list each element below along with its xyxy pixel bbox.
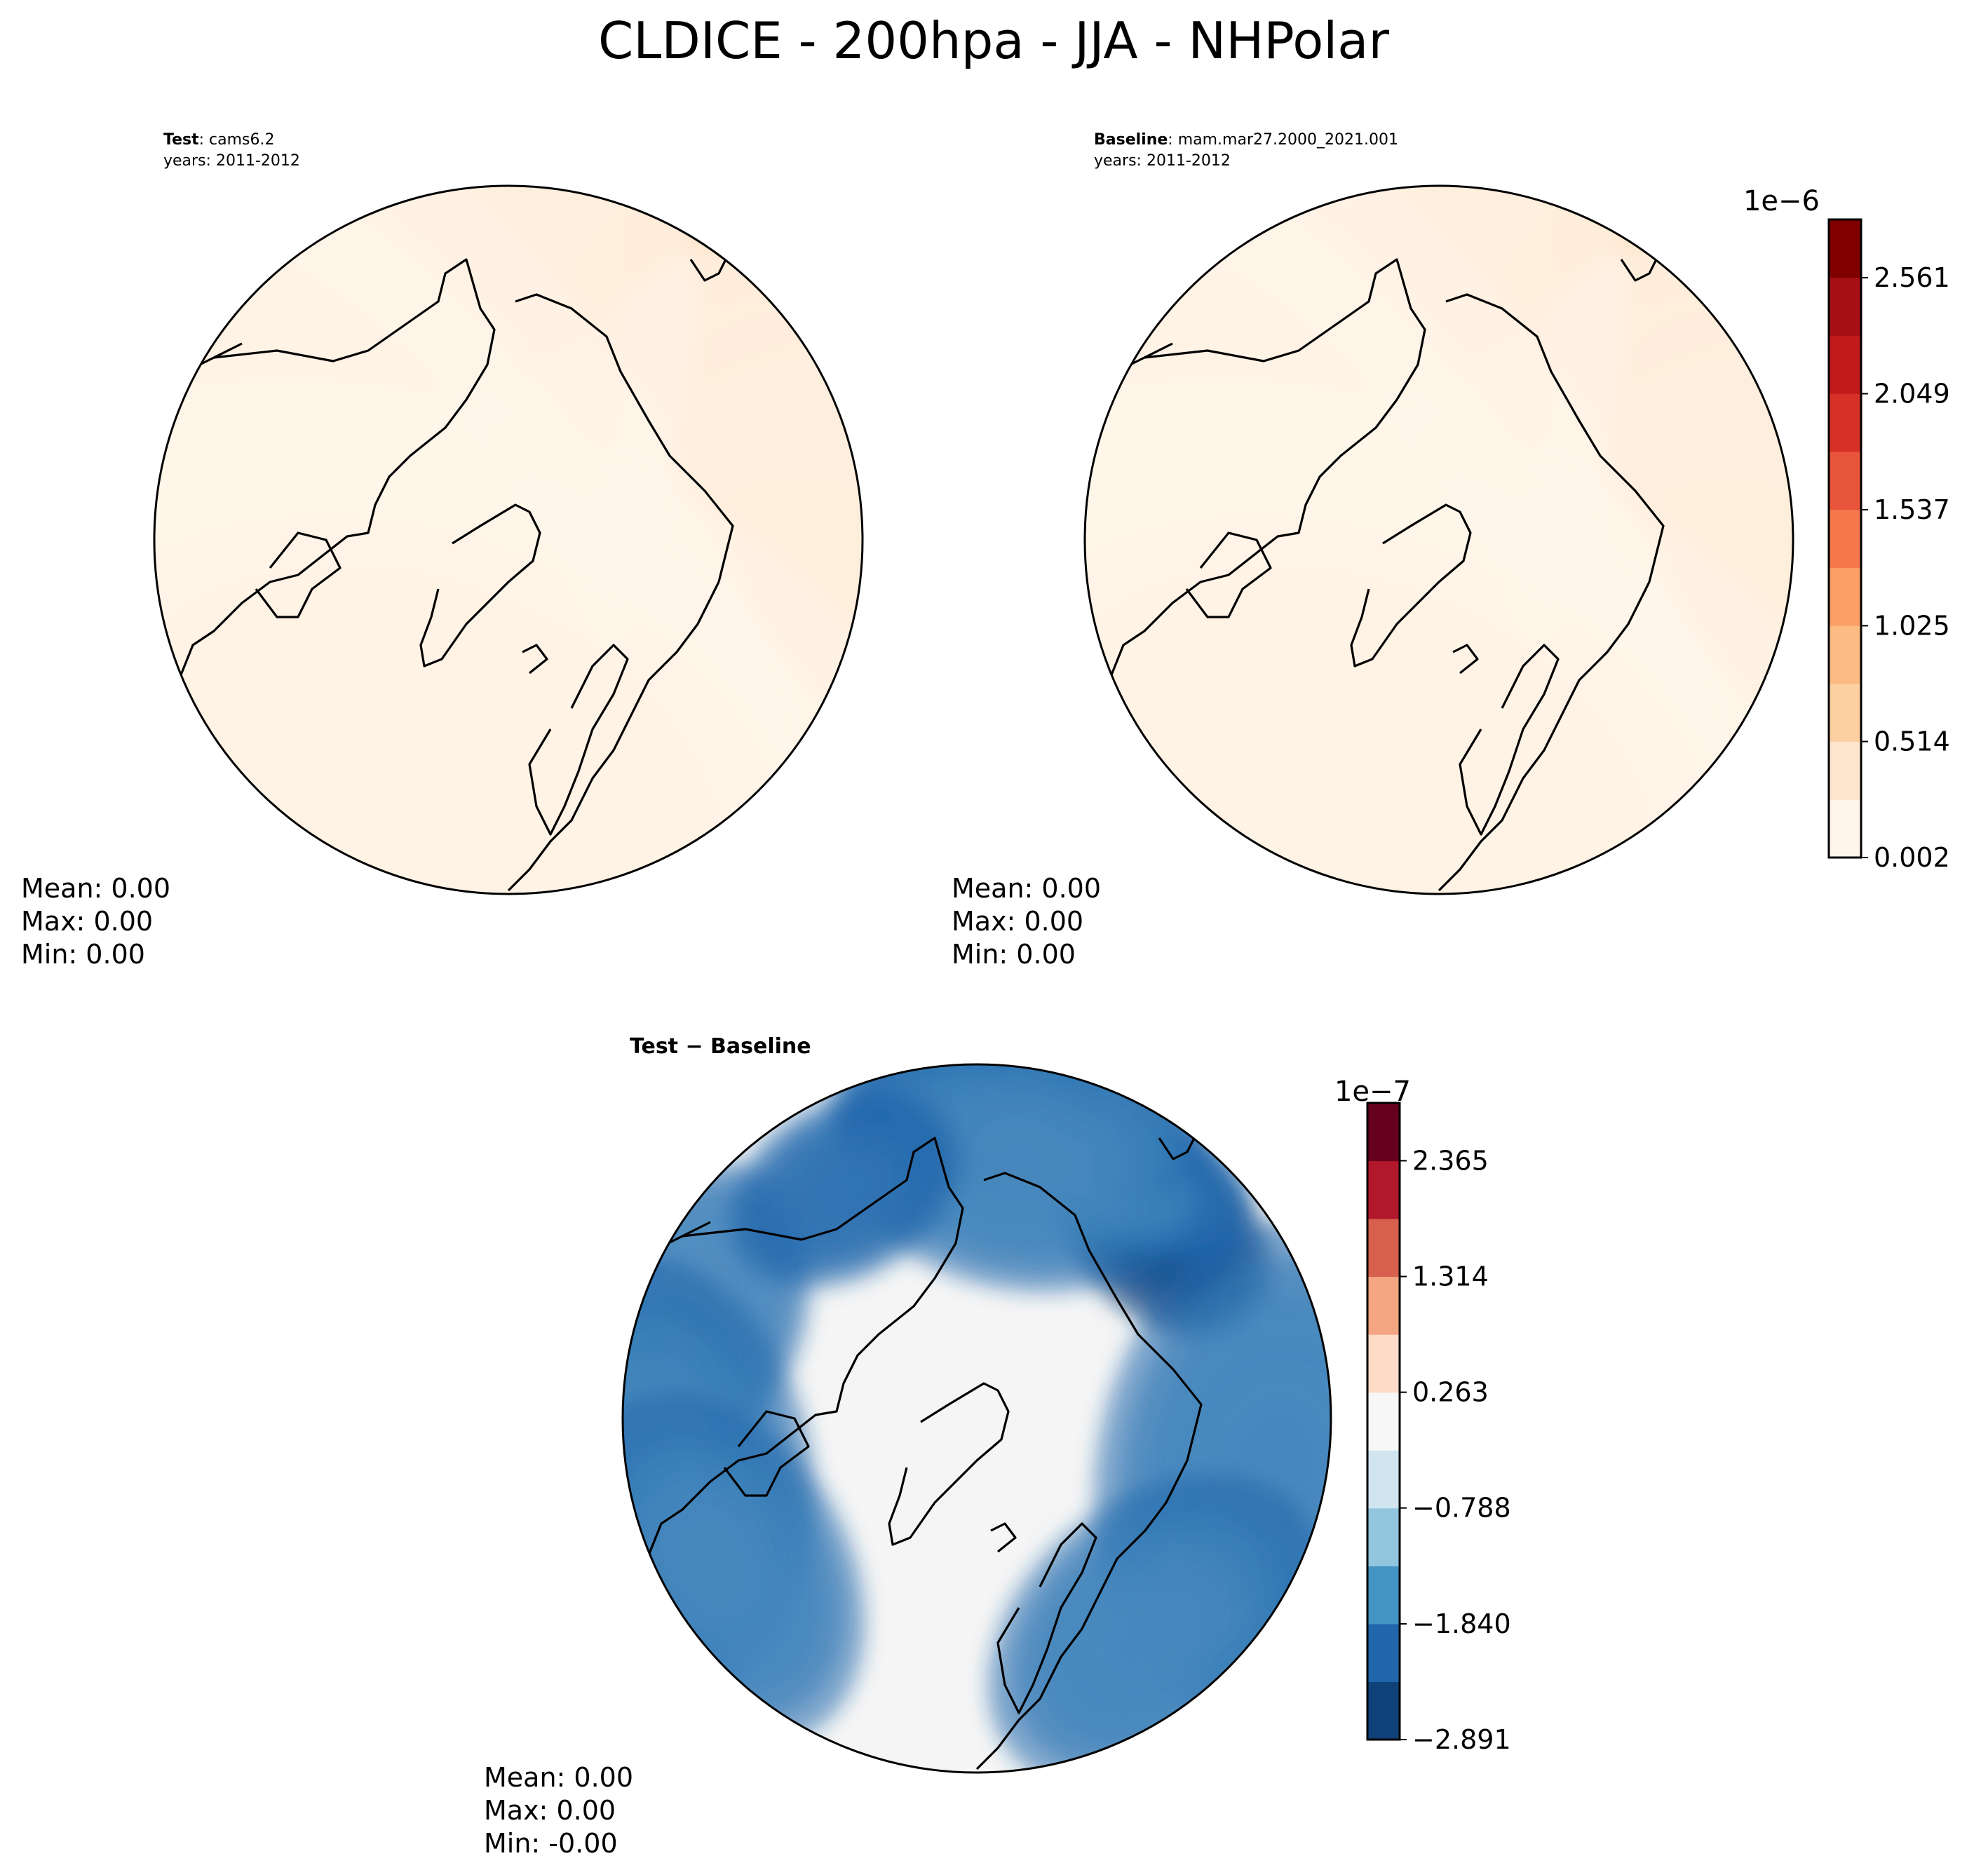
coastline-path: [419, 503, 541, 668]
panel-title-rest: : mam.mar27.2000_2021.001: [1168, 131, 1398, 149]
stat-max: Max: 0.00: [952, 906, 1083, 937]
stat-mean: Mean: 0.00: [484, 1762, 633, 1793]
colorbar-frame: [1827, 218, 1862, 859]
panel-title: Baseline: mam.mar27.2000_2021.001: [1094, 131, 1398, 149]
colorbar-swatch: [1829, 219, 1861, 278]
colorbar-swatch: [1367, 1219, 1400, 1278]
colorbar-swatch: [1829, 567, 1861, 626]
coastline-path: [632, 1137, 964, 1601]
coastline-path: [163, 258, 496, 723]
colorbar-swatch: [1367, 1566, 1400, 1625]
colorbar-swatch: [1829, 451, 1861, 510]
colorbar-swatch: [1829, 741, 1861, 800]
colorbar-swatch: [1829, 683, 1861, 743]
coastline-path: [522, 644, 548, 675]
coastlines: [1094, 210, 1679, 892]
coastline-path: [983, 1172, 1203, 1461]
coastline-path: [990, 1522, 1017, 1553]
panel-title-bold: Test − Baseline: [630, 1034, 811, 1059]
colorbar-tick-label: 2.365: [1412, 1145, 1489, 1176]
colorbar-tick-label: 1.537: [1874, 494, 1950, 525]
stat-min: Min: 0.00: [21, 939, 145, 970]
colorbar-swatch: [1829, 393, 1861, 452]
stat-min: Min: 0.00: [952, 939, 1076, 970]
colorbar-tick-label: 0.514: [1874, 726, 1950, 757]
coastline-path: [528, 644, 629, 836]
panel-test: Test: cams6.2 years: 2011-2012 Mean: 0.0…: [21, 131, 864, 970]
coastline-path: [1185, 531, 1272, 618]
colorbar-swatch: [1367, 1623, 1400, 1682]
colorbar-swatch: [1367, 1681, 1400, 1740]
colorbar-swatch: [1367, 1334, 1400, 1393]
coastline-path: [1445, 293, 1665, 583]
colorbar-tick-label: 1.025: [1874, 610, 1950, 641]
stat-max: Max: 0.00: [484, 1795, 616, 1826]
colorbar-swatch: [1367, 1103, 1400, 1162]
colorbar-tick-label: 0.263: [1412, 1377, 1489, 1408]
coastline-path: [723, 1410, 810, 1497]
colorbar-swatch: [1829, 625, 1861, 684]
colorbar-swatch: [1829, 277, 1861, 336]
colorbar-tick-label: 2.561: [1874, 262, 1950, 293]
colorbar-swatch: [1367, 1160, 1400, 1219]
panel-subtitle: years: 2011-2012: [163, 152, 300, 170]
coastline-path: [975, 1460, 1189, 1770]
colorbar-swatch: [1829, 509, 1861, 568]
colorbar-tick-label: 2.049: [1874, 379, 1950, 409]
colorbar-tick-label: 1.314: [1412, 1261, 1489, 1292]
colorbar-swatch: [1367, 1276, 1400, 1335]
map-diff: [623, 1064, 1331, 1773]
coastline-path: [255, 531, 342, 618]
colorbar-main: 1e−6 0.002 0.514 1.025 1.537 2.049 2.561: [1743, 185, 1950, 873]
stat-mean: Mean: 0.00: [21, 873, 170, 904]
coastline-path: [996, 1522, 1097, 1714]
map-border: [621, 1063, 1332, 1774]
panel-subtitle: years: 2011-2012: [1094, 152, 1231, 170]
coastline-path: [515, 293, 734, 583]
coastline-path: [1438, 581, 1651, 892]
colorbar-swatch: [1367, 1507, 1400, 1566]
contour-patch: [726, 1090, 963, 1289]
colorbar-swatch: [1367, 1392, 1400, 1451]
colorbar-exponent: 1e−6: [1743, 185, 1820, 217]
stat-min: Min: -0.00: [484, 1828, 618, 1859]
coastline-path: [1350, 503, 1472, 668]
panel-title: Test: cams6.2: [163, 131, 275, 149]
coastlines: [632, 1088, 1217, 1770]
panel-title: Test − Baseline: [630, 1034, 811, 1059]
coastline-path: [1452, 644, 1479, 675]
panel-title-bold: Test: [163, 131, 199, 149]
colorbar-swatch: [1829, 335, 1861, 394]
colorbar-tick-label: −2.891: [1412, 1724, 1511, 1755]
colorbar-tick-label: −0.788: [1412, 1493, 1511, 1524]
panel-title-rest: : cams6.2: [199, 131, 275, 149]
coastline-path: [507, 581, 720, 892]
colorbar-swatch: [1367, 1450, 1400, 1509]
colorbar-tick-label: 0.002: [1874, 842, 1950, 873]
coastlines: [163, 210, 748, 892]
map-border: [153, 184, 864, 895]
stat-max: Max: 0.00: [21, 906, 153, 937]
contour-patch: [1085, 380, 1793, 894]
map-border: [1083, 184, 1794, 895]
colorbar-frame: [1366, 1102, 1401, 1741]
coastline-path: [1459, 644, 1560, 836]
stat-mean: Mean: 0.00: [952, 873, 1101, 904]
colorbar-tick-label: −1.840: [1412, 1608, 1511, 1639]
panel-title-bold: Baseline: [1094, 131, 1168, 149]
coastline-path: [1094, 258, 1426, 723]
panel-diff: Test − Baseline Mean: 0.00 Max: 0.00 Min…: [484, 1034, 1332, 1859]
colorbar-swatch: [1829, 799, 1861, 858]
contour-patch: [154, 380, 863, 894]
coastline-path: [888, 1382, 1010, 1546]
figure-title: CLDICE - 200hpa - JJA - NHPolar: [598, 11, 1389, 70]
